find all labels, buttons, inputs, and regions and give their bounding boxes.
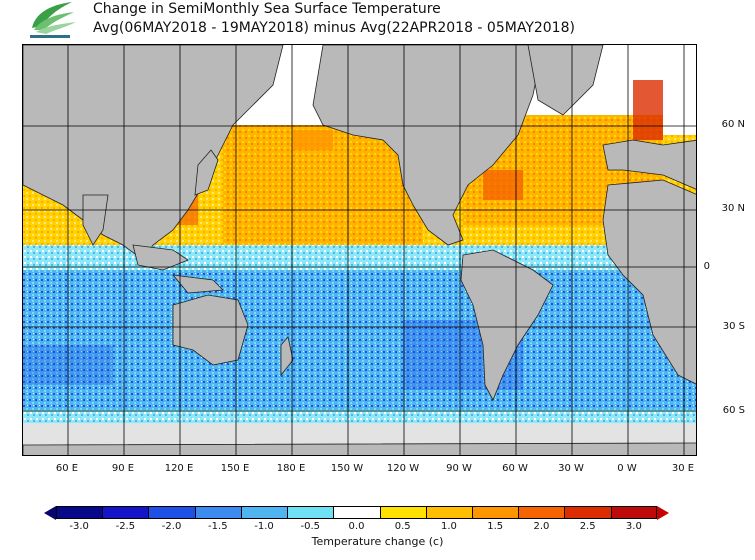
colorbar-tick: -3.0 bbox=[69, 521, 89, 532]
colorbar-swatch bbox=[287, 506, 334, 519]
colorbar-tick: 2.0 bbox=[533, 521, 550, 532]
lat-label-30n: 30 N bbox=[721, 203, 745, 214]
lon-label: 0 W bbox=[617, 463, 637, 474]
map-canvas bbox=[23, 45, 696, 455]
colorbar-swatch bbox=[379, 506, 426, 519]
colorbar-tick: -2.0 bbox=[161, 521, 182, 532]
colorbar-swatch bbox=[240, 506, 288, 519]
colorbar-tick: -0.5 bbox=[300, 521, 321, 532]
lon-label: 30 W bbox=[558, 463, 584, 474]
colorbar-tick: 1.5 bbox=[487, 521, 504, 532]
chart-title: Change in SemiMonthly Sea Surface Temper… bbox=[93, 0, 575, 38]
lat-label-30s: 30 S bbox=[722, 321, 745, 332]
lon-label: 180 E bbox=[276, 463, 306, 474]
colorbar-tick: -1.0 bbox=[254, 521, 274, 532]
colorbar-max-arrow bbox=[657, 506, 669, 520]
colorbar-tick: 0.0 bbox=[348, 521, 365, 532]
colorbar-swatch bbox=[610, 506, 657, 519]
title-line-1: Change in SemiMonthly Sea Surface Temper… bbox=[93, 1, 441, 17]
lat-label-60n: 60 N bbox=[721, 119, 745, 130]
title-line-2: Avg(06MAY2018 - 19MAY2018) minus Avg(22A… bbox=[93, 20, 575, 36]
colorbar-tick: 2.5 bbox=[579, 521, 596, 532]
colorbar-min-arrow bbox=[44, 506, 56, 520]
lon-label: 90 E bbox=[111, 463, 135, 474]
colorbar-swatch bbox=[564, 506, 611, 519]
colorbar-swatch bbox=[148, 506, 195, 519]
colorbar-tick: -2.5 bbox=[115, 521, 136, 532]
lon-label: 60 W bbox=[502, 463, 528, 474]
lon-label: 150 W bbox=[330, 463, 364, 474]
colorbar-swatch bbox=[518, 506, 565, 519]
colorbar-swatch bbox=[102, 506, 149, 519]
graticule bbox=[23, 45, 696, 455]
lon-label: 90 W bbox=[446, 463, 472, 474]
sst-change-map bbox=[22, 44, 697, 456]
colorbar-swatch bbox=[425, 506, 472, 519]
colorbar-tick: 3.0 bbox=[625, 521, 642, 532]
colorbar-label: Temperature change (c) bbox=[311, 535, 444, 548]
agency-logo bbox=[30, 2, 76, 38]
lon-label: 120 W bbox=[386, 463, 420, 474]
colorbar-tick: 1.0 bbox=[441, 521, 457, 532]
land-masses bbox=[23, 45, 696, 455]
colorbar-tick: -1.5 bbox=[208, 521, 228, 532]
colorbar-tick: 0.5 bbox=[394, 521, 411, 532]
lat-label-0: 0 bbox=[703, 261, 710, 272]
colorbar-swatch bbox=[471, 506, 519, 519]
lon-label: 120 E bbox=[164, 463, 194, 474]
lat-label-60s: 60 S bbox=[722, 405, 745, 416]
colorbar-swatch bbox=[333, 506, 380, 519]
colorbar-swatch bbox=[194, 506, 241, 519]
lon-label: 150 E bbox=[220, 463, 250, 474]
colorbar bbox=[56, 506, 657, 519]
colorbar-swatch bbox=[56, 506, 103, 519]
lon-label: 30 E bbox=[671, 463, 695, 474]
lon-label: 60 E bbox=[55, 463, 79, 474]
